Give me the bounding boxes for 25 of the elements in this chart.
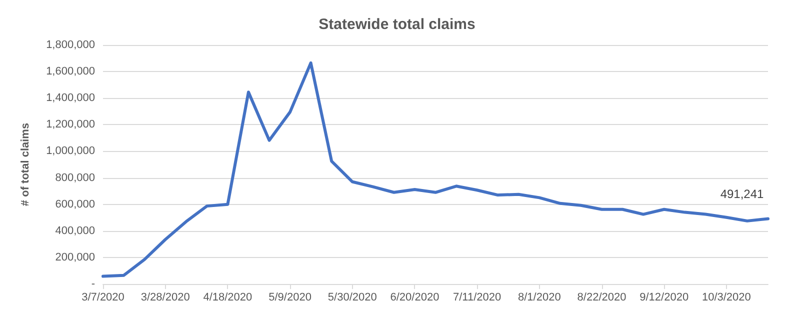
x-tick-label: 8/1/2020 bbox=[518, 292, 561, 304]
line-series bbox=[102, 61, 770, 278]
x-tick-label: 7/11/2020 bbox=[453, 292, 502, 304]
y-axis-title: # of total claims bbox=[20, 122, 32, 206]
y-tick-label: 1,000,000 bbox=[46, 145, 95, 158]
x-tick-label: 3/28/2020 bbox=[140, 292, 190, 304]
y-tick-label: 1,400,000 bbox=[46, 92, 95, 104]
y-tick-label: 400,000 bbox=[55, 224, 95, 237]
x-tick-label: 6/20/2020 bbox=[390, 292, 440, 304]
chart-title: Statewide total claims bbox=[318, 16, 476, 33]
x-tick-label: 10/3/2020 bbox=[702, 292, 751, 304]
x-tick-label: 5/30/2020 bbox=[328, 292, 377, 304]
x-tick-label: 9/12/2020 bbox=[640, 292, 689, 304]
x-tick-label: 4/18/2020 bbox=[203, 292, 252, 304]
y-tick-label: 1,600,000 bbox=[46, 66, 95, 78]
y-tick-label: 800,000 bbox=[55, 172, 95, 184]
y-tick-label: 1,800,000 bbox=[46, 39, 95, 51]
x-tick-label: 8/22/2020 bbox=[577, 292, 626, 304]
x-tick-label: 5/9/2020 bbox=[268, 292, 312, 304]
y-tick-label: 1,200,000 bbox=[46, 118, 95, 131]
data-label: 491,241 bbox=[720, 186, 764, 201]
y-tick-label: 600,000 bbox=[55, 198, 95, 210]
y-tick-label: - bbox=[91, 278, 96, 290]
y-tick-label: 200,000 bbox=[55, 251, 95, 264]
x-tick-label: 3/7/2020 bbox=[82, 292, 124, 304]
